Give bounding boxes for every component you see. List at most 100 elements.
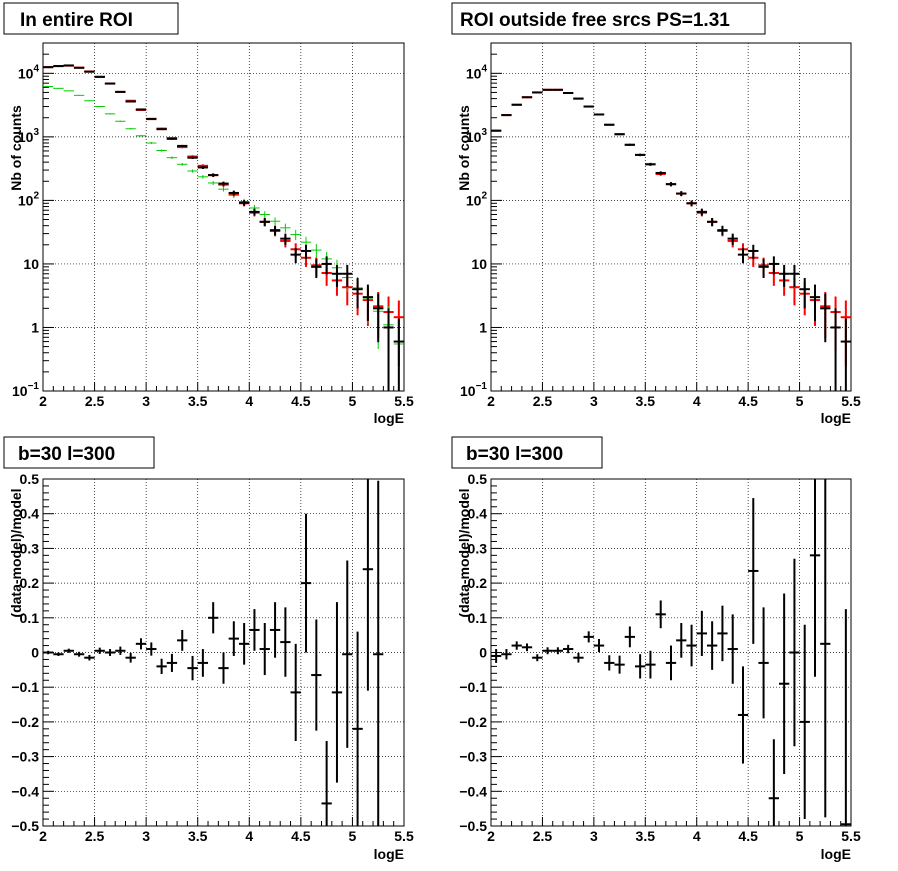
plot-frame: [42, 42, 405, 392]
x-axis-title: logE: [374, 846, 404, 862]
data-point: [511, 641, 522, 650]
y-axis-title: (data-model)/model: [8, 488, 24, 617]
x-tick-label: 3.5: [636, 393, 656, 409]
pad-title: ROI outside free srcs PS=1.31: [460, 10, 730, 31]
data-point: [737, 248, 749, 264]
x-axis-title: logE: [821, 410, 851, 426]
y-tick-label: −0.4: [459, 783, 487, 799]
x-tick-label: 5: [349, 393, 357, 409]
y-tick-label: −0.2: [459, 714, 487, 730]
data-point: [311, 244, 322, 258]
x-tick-label: 4: [245, 393, 253, 409]
x-tick-label: 2: [39, 393, 47, 409]
data-point: [737, 666, 749, 764]
data-point: [727, 614, 738, 684]
pad-residuals-right: b=30 l=300 2 2.5 3 3.5 4 4.5 5 5.5 −0.5 −0.4 −0.3 −…: [451, 436, 861, 862]
pad-title-box: [3, 2, 179, 35]
data-point: [707, 621, 718, 670]
data-point: [593, 638, 605, 653]
data-point: [624, 143, 635, 146]
y-tick-label: 0.1: [468, 610, 488, 626]
data-point: [707, 218, 718, 227]
data-point: [259, 218, 270, 227]
data-point: [146, 642, 157, 656]
data-point: [73, 94, 85, 96]
data-point: [645, 650, 656, 679]
x-tick-label: 3: [142, 393, 150, 409]
data-point: [238, 199, 250, 206]
data-point: [280, 223, 291, 233]
data-point: [665, 182, 677, 187]
data-point: [768, 256, 779, 275]
data-point: [187, 156, 198, 159]
data-point: [125, 100, 136, 103]
x-tick-label: 4: [693, 393, 701, 409]
x-tick-label: 5.5: [394, 393, 414, 409]
data-point: [269, 225, 281, 236]
data-point: [521, 643, 533, 652]
data-point: [115, 90, 126, 93]
data-point: [156, 149, 167, 152]
data-point: [373, 480, 384, 826]
data-point: [352, 278, 363, 309]
data-point: [614, 655, 625, 674]
data-point: [830, 308, 841, 391]
data-point: [146, 142, 157, 145]
data-point: [552, 88, 563, 91]
data-point: [809, 479, 821, 677]
data-point: [156, 128, 167, 131]
data-point: [779, 264, 790, 287]
y-tick-label: 1: [31, 319, 39, 335]
data-point: [665, 645, 677, 681]
pad-counts-entire-roi: In entire ROI 2 2.5 3 3.5 4 4.5 5 5.510−1110102…: [3, 2, 414, 426]
data-point: [676, 623, 687, 658]
data-point: [789, 264, 800, 287]
x-tick-label: 4: [693, 828, 701, 844]
data-point: [156, 658, 167, 675]
data-point: [331, 264, 343, 287]
y-tick-label: 0.4: [468, 506, 488, 522]
x-tick-label: 3.5: [188, 393, 208, 409]
data-point: [208, 602, 219, 634]
data-point: [135, 638, 147, 650]
data-point: [115, 646, 126, 655]
data-point: [321, 256, 332, 275]
x-axis-title: logE: [374, 410, 404, 426]
data-point: [501, 649, 512, 660]
data-point: [135, 108, 147, 111]
x-tick-label: 2: [487, 828, 495, 844]
y-tick-label: 10: [471, 256, 487, 272]
data-point: [84, 654, 95, 661]
data-point: [94, 106, 105, 108]
data-point: [758, 258, 769, 279]
y-tick-label: 0.2: [468, 575, 488, 591]
x-tick-label: 5: [796, 828, 804, 844]
data-point: [311, 619, 322, 731]
data-point: [362, 284, 374, 321]
data-point: [655, 600, 666, 629]
series-data: [43, 64, 404, 391]
data-point: [238, 623, 250, 665]
y-tick-label: 0.3: [20, 540, 40, 556]
data-point: [228, 621, 239, 656]
data-point: [799, 278, 810, 309]
data-point: [43, 86, 54, 88]
data-point: [177, 162, 188, 166]
series-data: [43, 479, 384, 826]
data-point: [290, 229, 301, 241]
data-point: [177, 629, 188, 651]
data-point: [532, 91, 543, 94]
x-axis-title: logE: [821, 846, 851, 862]
data-point: [290, 643, 301, 741]
data-point: [94, 75, 105, 78]
data-point: [208, 173, 219, 177]
pad-title: In entire ROI: [20, 10, 133, 31]
data-point: [218, 652, 229, 684]
y-tick-label: 1: [479, 319, 487, 335]
data-point: [331, 602, 343, 783]
data-point: [290, 248, 301, 264]
data-point: [614, 133, 625, 136]
plot-area: 2 2.5 3 3.5 4 4.5 5 5.5 −0.5 −0.4 −0.3 −0.2 −0.1 0 0.1…: [459, 471, 861, 844]
